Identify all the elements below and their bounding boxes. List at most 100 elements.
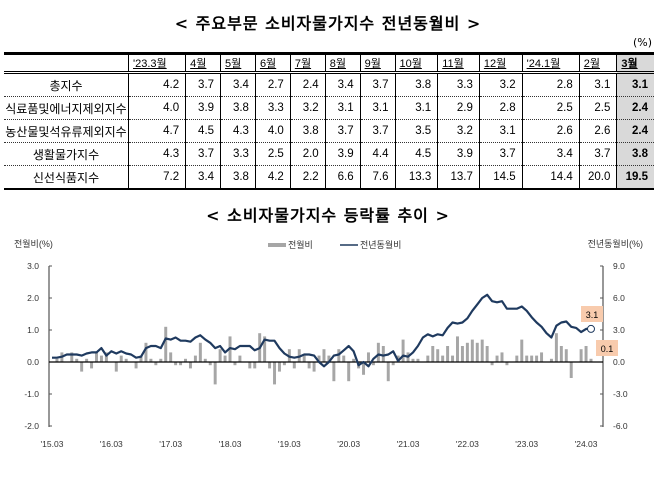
mom-bar <box>277 362 281 372</box>
table-cell: 3.3 <box>220 142 256 166</box>
mom-bar <box>223 355 227 362</box>
mom-bar <box>238 355 242 362</box>
unit-label: (%) <box>632 36 652 49</box>
table-cell: 3.7 <box>359 72 395 97</box>
x-tick-label: '20.03 <box>337 439 360 449</box>
table-cell: 4.2 <box>254 165 291 189</box>
x-tick-label: '16.03 <box>100 439 123 449</box>
table-cell: 14.4 <box>521 165 580 189</box>
mom-bar <box>124 358 128 362</box>
mom-bar <box>322 349 326 362</box>
mom-bar <box>208 362 212 366</box>
mom-bar <box>213 362 217 385</box>
table-cell: 2.4 <box>289 72 326 97</box>
column-header: 10월 <box>394 53 438 73</box>
mom-bar <box>99 355 103 362</box>
mom-bar <box>366 352 370 362</box>
column-header: 11월 <box>437 53 480 73</box>
mom-bar <box>431 346 435 362</box>
mom-bar <box>475 342 479 362</box>
mom-bar <box>134 362 138 369</box>
x-tick-label: '17.03 <box>159 439 182 449</box>
table-cell: 3.1 <box>394 96 438 120</box>
mom-bar <box>446 346 450 362</box>
table-cell: 3.9 <box>185 96 221 120</box>
table-cell: 2.5 <box>578 96 617 120</box>
table-row: 생활물가지수 4.3 3.7 3.3 2.5 2.0 3.9 4.4 4.5 3.9 3.7 3.4 3… <box>4 142 654 166</box>
mom-bar <box>416 358 420 362</box>
annotation-yoy: 3.1 <box>586 310 599 320</box>
table-cell: 4.3 <box>220 119 256 143</box>
right-tick-label: 0.0 <box>613 357 625 367</box>
right-tick-label: -6.0 <box>613 421 628 431</box>
table-cell: 3.8 <box>616 142 654 166</box>
table-row: 총지수 4.2 3.7 3.4 2.7 2.4 3.4 3.7 3.8 3.3 3.2 2.8 3.1 3… <box>4 72 654 97</box>
yoy-line <box>52 293 591 368</box>
mom-bar <box>352 358 356 362</box>
mom-bar <box>188 362 192 369</box>
table-cell: 14.5 <box>478 165 523 189</box>
mom-bar <box>317 355 321 362</box>
mom-bar <box>268 362 272 369</box>
table-cell: 3.4 <box>220 72 256 97</box>
mom-bar <box>139 355 143 362</box>
left-tick-label: 2.0 <box>27 293 39 303</box>
mom-bar <box>564 349 568 362</box>
table-cell: 3.5 <box>394 119 438 143</box>
column-header: 3월 <box>616 53 654 73</box>
table-cell: 2.6 <box>578 119 617 143</box>
cpi-table: '23.3월 4월 5월 6월 7월 8월 9월 10월 11월 12월 '24.1월 2월 3월 총지… <box>4 52 654 190</box>
table-row: 신선식품지수 7.2 3.4 3.8 4.2 2.2 6.6 7.6 13.3 13.7 14.5 1… <box>4 165 654 189</box>
column-header: 5월 <box>220 53 256 73</box>
mom-bar <box>505 362 509 366</box>
table-cell: 2.5 <box>254 142 291 166</box>
table-cell: 3.2 <box>478 72 523 97</box>
chart-title: < 소비자물가지수 등락률 추이 > <box>206 206 450 225</box>
mom-bar <box>193 355 197 362</box>
mom-bar <box>198 342 202 362</box>
table-cell: 3.3 <box>437 72 480 97</box>
mom-bar <box>302 355 306 362</box>
mom-bar <box>500 352 504 362</box>
mom-bar <box>263 336 267 362</box>
left-tick-label: 1.0 <box>27 325 39 335</box>
mom-bar <box>159 358 163 362</box>
table-row: 식료품및에너지제외지수 4.0 3.9 3.8 3.3 3.2 3.1 3.1 3.1 2.9 2.… <box>4 96 654 120</box>
mom-bar <box>164 326 168 362</box>
column-header: 6월 <box>254 53 291 73</box>
table-cell: 3.1 <box>359 96 395 120</box>
chart-svg: 전월비(%) 전년동월비(%) 전월비 전년동월비 3.0 2.0 1.0 0.0 -1.0 -2… <box>14 238 643 449</box>
mom-bar <box>90 362 94 369</box>
legend-bar-swatch <box>268 243 286 247</box>
cpi-chart: 전월비(%) 전년동월비(%) 전월비 전년동월비 3.0 2.0 1.0 0.0 -1.0 -2… <box>0 232 656 474</box>
mom-bar <box>535 355 539 362</box>
table-cell: 4.7 <box>127 119 186 143</box>
mom-bar <box>80 362 84 372</box>
right-tick-label: 6.0 <box>613 293 625 303</box>
mom-bar <box>327 355 331 362</box>
mom-bar <box>184 358 187 362</box>
mom-bar <box>85 358 89 362</box>
column-header: 8월 <box>324 53 361 73</box>
row-label: 총지수 <box>4 72 129 97</box>
mom-bar <box>347 362 351 382</box>
table-cell: 4.5 <box>394 142 438 166</box>
mom-bar <box>273 362 277 385</box>
mom-bar <box>515 355 519 362</box>
x-tick-label: '24.03 <box>575 439 598 449</box>
mom-bar <box>253 362 257 369</box>
left-tick-label: -2.0 <box>24 421 39 431</box>
mom-bar <box>441 355 445 362</box>
mom-bar <box>530 355 534 362</box>
mom-bar <box>589 358 593 362</box>
x-tick-label: '22.03 <box>456 439 479 449</box>
table-cell: 2.6 <box>521 119 580 143</box>
mom-bar <box>549 358 553 362</box>
table-title: < 주요부문 소비자물가지수 전년동월비 > <box>174 14 482 33</box>
table-cell: 3.8 <box>220 96 256 120</box>
table-cell: 3.2 <box>437 119 480 143</box>
mom-bar <box>119 355 123 362</box>
mom-bar <box>460 346 464 362</box>
mom-bar <box>218 349 222 362</box>
mom-bar <box>307 362 311 369</box>
